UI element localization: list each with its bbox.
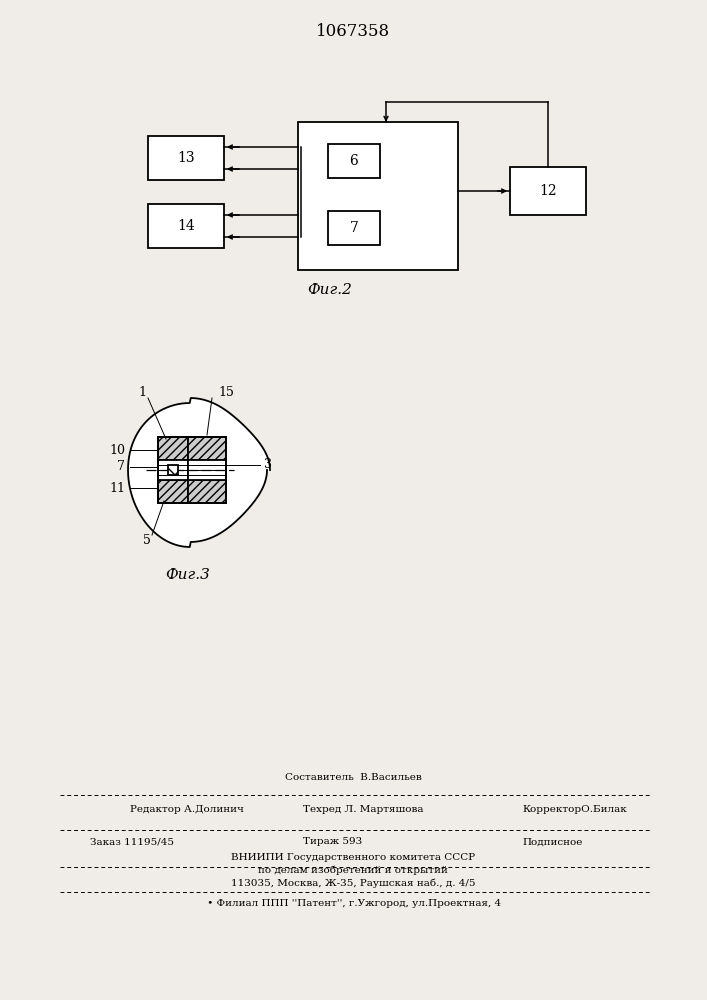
- Bar: [328, 211, 380, 245]
- Bar: [298, 122, 458, 270]
- Text: 10: 10: [109, 444, 125, 456]
- Bar: [188, 437, 226, 460]
- Text: 7: 7: [349, 221, 358, 235]
- Text: • Филиал ППП ''Патент'', г.Ужгород, ул.Проектная, 4: • Филиал ППП ''Патент'', г.Ужгород, ул.П…: [204, 898, 501, 908]
- Text: 14: 14: [177, 219, 195, 233]
- Text: 1: 1: [138, 385, 146, 398]
- Bar: [158, 437, 188, 460]
- Text: 6: 6: [350, 154, 358, 168]
- Text: 5: 5: [143, 534, 151, 548]
- Text: Тираж 593: Тираж 593: [303, 838, 362, 846]
- Text: Редактор А.Долинич: Редактор А.Долинич: [130, 806, 244, 814]
- Bar: [158, 480, 188, 503]
- Text: 13: 13: [177, 151, 195, 165]
- Text: 11: 11: [109, 482, 125, 494]
- Text: Заказ 11195/45: Заказ 11195/45: [90, 838, 174, 846]
- Bar: [148, 204, 224, 248]
- Bar: [158, 460, 188, 480]
- Text: Техред Л. Мартяшова: Техред Л. Мартяшова: [303, 806, 423, 814]
- Bar: [158, 437, 226, 503]
- Bar: [510, 167, 586, 215]
- Bar: [188, 480, 226, 503]
- Text: Фиг.3: Фиг.3: [165, 568, 211, 582]
- Text: Подписное: Подписное: [522, 838, 583, 846]
- Bar: [188, 460, 226, 480]
- Text: 113035, Москва, Ж-35, Раушская наб., д. 4/5: 113035, Москва, Ж-35, Раушская наб., д. …: [230, 878, 475, 888]
- Bar: [168, 465, 178, 475]
- Text: по делам изобретений и открытий: по делам изобретений и открытий: [258, 865, 448, 875]
- Bar: [328, 144, 380, 178]
- Text: 15: 15: [218, 385, 234, 398]
- Text: ВНИИПИ Государственного комитета СССР: ВНИИПИ Государственного комитета СССР: [231, 852, 475, 861]
- Text: 1067358: 1067358: [316, 23, 390, 40]
- Text: Фиг.2: Фиг.2: [308, 283, 352, 297]
- Text: 3: 3: [264, 458, 272, 472]
- Text: КорректорО.Билак: КорректорО.Билак: [522, 806, 626, 814]
- Bar: [148, 136, 224, 180]
- Polygon shape: [128, 398, 270, 547]
- Text: 12: 12: [539, 184, 557, 198]
- Text: 7: 7: [117, 460, 125, 474]
- Text: Составитель  В.Васильев: Составитель В.Васильев: [285, 774, 421, 782]
